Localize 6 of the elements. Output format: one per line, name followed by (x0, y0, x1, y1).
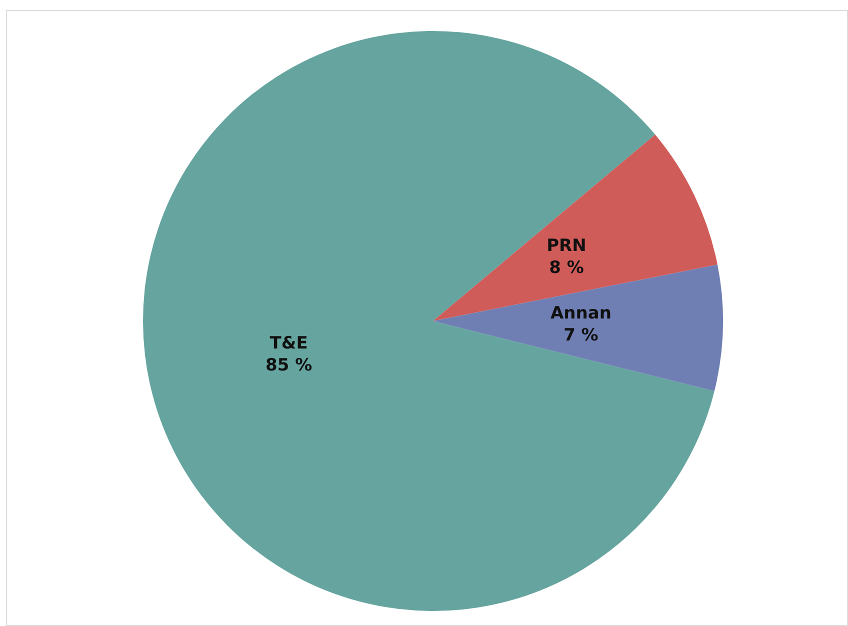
slice-label: PRN (546, 236, 586, 256)
slice-label: Annan (550, 304, 612, 324)
data-label: 8 % (549, 258, 584, 278)
slice-label: T&E (270, 333, 308, 354)
data-label: 7 % (564, 326, 598, 346)
data-label: 85 % (265, 355, 312, 376)
